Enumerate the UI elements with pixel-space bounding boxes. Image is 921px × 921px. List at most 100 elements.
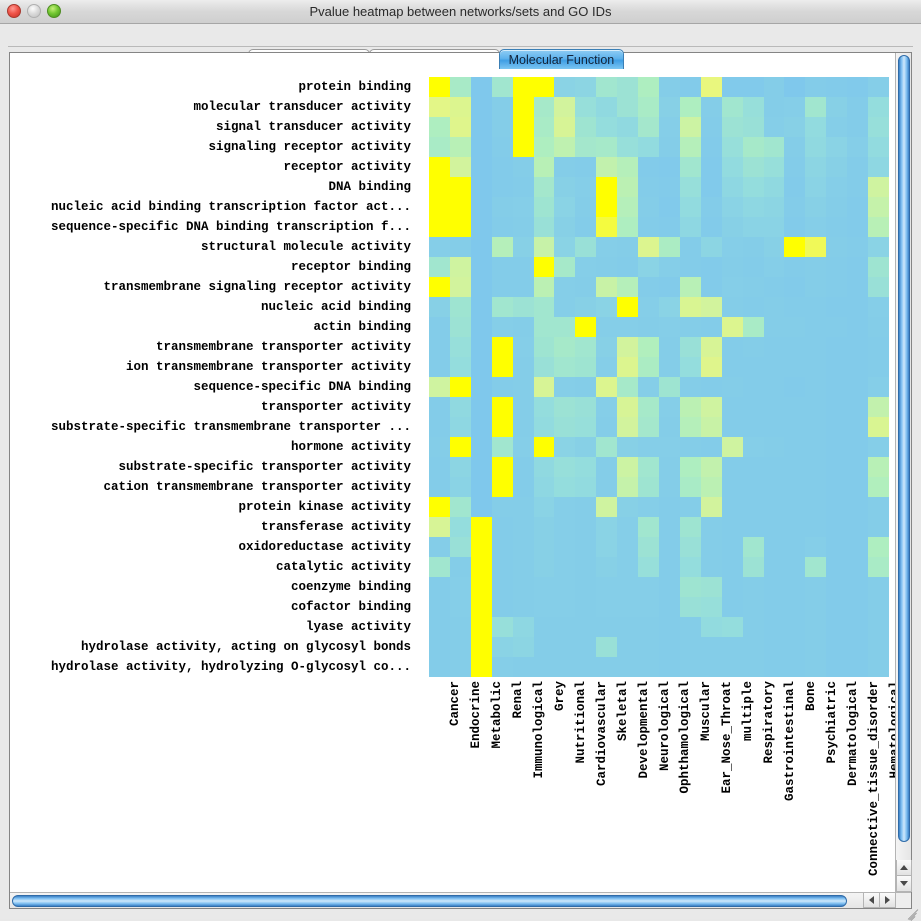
heatmap-cell[interactable]	[868, 577, 889, 597]
heatmap-cell[interactable]	[742, 97, 764, 117]
heatmap-cell[interactable]	[742, 597, 764, 617]
vertical-scrollbar[interactable]	[895, 53, 912, 892]
heatmap-cell[interactable]	[449, 137, 471, 157]
heatmap-cell[interactable]	[805, 497, 827, 517]
heatmap-cell[interactable]	[742, 177, 764, 197]
heatmap-cell[interactable]	[638, 397, 659, 417]
heatmap-cell[interactable]	[429, 217, 450, 237]
heatmap-cell[interactable]	[554, 117, 576, 137]
heatmap-cell[interactable]	[658, 297, 680, 317]
heatmap-cell[interactable]	[763, 597, 785, 617]
heatmap-cell[interactable]	[575, 437, 597, 457]
zoom-button[interactable]	[47, 4, 61, 18]
heatmap-cell[interactable]	[638, 517, 659, 537]
heatmap-cell[interactable]	[554, 557, 576, 577]
heatmap-cell[interactable]	[596, 357, 618, 377]
heatmap-cell[interactable]	[658, 177, 680, 197]
heatmap-cell[interactable]	[429, 297, 450, 317]
heatmap-cell[interactable]	[658, 657, 680, 677]
heatmap-cell[interactable]	[721, 317, 743, 337]
heatmap-cell[interactable]	[700, 637, 722, 657]
heatmap-cell[interactable]	[512, 357, 534, 377]
heatmap-cell[interactable]	[679, 537, 701, 557]
heatmap-cell[interactable]	[491, 617, 513, 637]
heatmap-cell[interactable]	[596, 217, 618, 237]
heatmap-cell[interactable]	[742, 197, 764, 217]
heatmap-cell[interactable]	[679, 97, 701, 117]
heatmap-cell[interactable]	[617, 657, 639, 677]
horizontal-scrollbar[interactable]	[10, 892, 895, 908]
heatmap-cell[interactable]	[700, 477, 722, 497]
heatmap-cell[interactable]	[763, 497, 785, 517]
heatmap-cell[interactable]	[700, 517, 722, 537]
heatmap-cell[interactable]	[596, 497, 618, 517]
heatmap-cell[interactable]	[449, 557, 471, 577]
heatmap-cell[interactable]	[868, 657, 889, 677]
heatmap-cell[interactable]	[470, 637, 492, 657]
heatmap-cell[interactable]	[679, 237, 701, 257]
heatmap-cell[interactable]	[763, 617, 785, 637]
heatmap-cell[interactable]	[721, 497, 743, 517]
heatmap-cell[interactable]	[721, 637, 743, 657]
heatmap-cell[interactable]	[847, 617, 869, 637]
heatmap-cell[interactable]	[658, 197, 680, 217]
heatmap-cell[interactable]	[763, 357, 785, 377]
heatmap-cell[interactable]	[784, 257, 806, 277]
heatmap-cell[interactable]	[470, 217, 492, 237]
heatmap-cell[interactable]	[721, 77, 743, 97]
heatmap-cell[interactable]	[868, 137, 889, 157]
heatmap-cell[interactable]	[784, 637, 806, 657]
heatmap-cell[interactable]	[658, 117, 680, 137]
heatmap-cell[interactable]	[847, 377, 869, 397]
heatmap-cell[interactable]	[784, 357, 806, 377]
heatmap-cell[interactable]	[679, 317, 701, 337]
heatmap-cell[interactable]	[868, 257, 889, 277]
heatmap-cell[interactable]	[721, 297, 743, 317]
heatmap-cell[interactable]	[784, 197, 806, 217]
heatmap-cell[interactable]	[679, 457, 701, 477]
heatmap-cell[interactable]	[805, 477, 827, 497]
heatmap-cell[interactable]	[429, 497, 450, 517]
heatmap-cell[interactable]	[826, 77, 848, 97]
heatmap-cell[interactable]	[533, 217, 555, 237]
heatmap-cell[interactable]	[533, 517, 555, 537]
heatmap-cell[interactable]	[575, 357, 597, 377]
heatmap-cell[interactable]	[763, 537, 785, 557]
heatmap-cell[interactable]	[617, 157, 639, 177]
heatmap-cell[interactable]	[470, 657, 492, 677]
heatmap-cell[interactable]	[826, 637, 848, 657]
heatmap-cell[interactable]	[554, 537, 576, 557]
heatmap-cell[interactable]	[554, 657, 576, 677]
heatmap-cell[interactable]	[491, 437, 513, 457]
heatmap-cell[interactable]	[596, 97, 618, 117]
heatmap-cell[interactable]	[617, 297, 639, 317]
heatmap-cell[interactable]	[805, 597, 827, 617]
heatmap-cell[interactable]	[512, 437, 534, 457]
heatmap-cell[interactable]	[742, 457, 764, 477]
heatmap-cell[interactable]	[617, 637, 639, 657]
heatmap-cell[interactable]	[617, 497, 639, 517]
heatmap-cell[interactable]	[742, 77, 764, 97]
heatmap-cell[interactable]	[638, 317, 659, 337]
heatmap-cell[interactable]	[429, 537, 450, 557]
heatmap-cell[interactable]	[805, 577, 827, 597]
scroll-right-button[interactable]	[879, 892, 895, 908]
heatmap-cell[interactable]	[533, 557, 555, 577]
heatmap-cell[interactable]	[617, 597, 639, 617]
heatmap-cell[interactable]	[554, 317, 576, 337]
heatmap-cell[interactable]	[449, 277, 471, 297]
heatmap-cell[interactable]	[826, 457, 848, 477]
heatmap-cell[interactable]	[512, 297, 534, 317]
heatmap-cell[interactable]	[847, 137, 869, 157]
heatmap-cell[interactable]	[742, 257, 764, 277]
heatmap-cell[interactable]	[554, 457, 576, 477]
heatmap-cell[interactable]	[638, 297, 659, 317]
heatmap-cell[interactable]	[658, 517, 680, 537]
heatmap-cell[interactable]	[554, 597, 576, 617]
heatmap-cell[interactable]	[700, 197, 722, 217]
heatmap-cell[interactable]	[617, 217, 639, 237]
heatmap-cell[interactable]	[742, 157, 764, 177]
heatmap-cell[interactable]	[847, 197, 869, 217]
heatmap-cell[interactable]	[826, 137, 848, 157]
heatmap-cell[interactable]	[533, 637, 555, 657]
